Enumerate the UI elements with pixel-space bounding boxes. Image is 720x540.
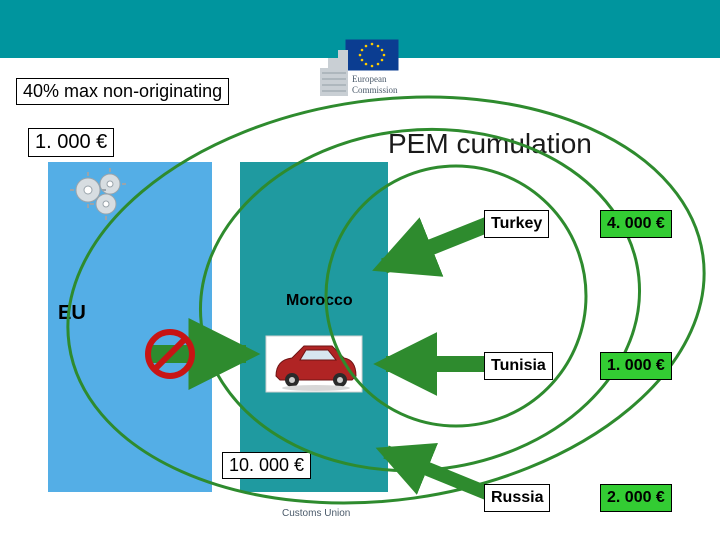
morocco-column [240, 162, 388, 492]
turkey-box: Turkey [484, 210, 549, 238]
diagram-title: PEM cumulation [388, 128, 592, 160]
tunisia-value: 1. 000 € [600, 352, 672, 380]
turkey-value: 4. 000 € [600, 210, 672, 238]
logo-caption-top: European [352, 74, 387, 84]
footer-label: Customs Union [282, 508, 350, 519]
russia-value: 2. 000 € [600, 484, 672, 512]
diagram-title-text: PEM cumulation [388, 128, 592, 159]
eu-label: EU [58, 302, 86, 325]
eu-column [48, 162, 212, 492]
morocco-label: Morocco [286, 292, 353, 310]
arrow-turkey-to-morocco [384, 222, 494, 266]
ec-logo-svg: European Commission [318, 38, 402, 98]
footer-label-text: Customs Union [282, 508, 350, 519]
eu-value-box: 1. 000 € [28, 128, 114, 157]
tunisia-box: Tunisia [484, 352, 553, 380]
eu-label-text: EU [58, 302, 86, 324]
morocco-label-text: Morocco [286, 292, 353, 309]
russia-label: Russia [491, 489, 543, 506]
morocco-value-box: 10. 000 € [222, 452, 311, 479]
morocco-value-text: 10. 000 € [229, 455, 304, 475]
russia-box: Russia [484, 484, 550, 512]
ec-logo: European Commission [318, 38, 402, 98]
arrow-russia-to-morocco [386, 452, 494, 496]
tunisia-label: Tunisia [491, 357, 546, 374]
rule-box: 40% max non-originating [16, 78, 229, 105]
turkey-label: Turkey [491, 215, 542, 232]
turkey-value-text: 4. 000 € [607, 215, 665, 232]
russia-value-text: 2. 000 € [607, 489, 665, 506]
eu-value-text: 1. 000 € [35, 131, 107, 153]
rule-text: 40% max non-originating [23, 81, 222, 101]
tunisia-value-text: 1. 000 € [607, 357, 665, 374]
logo-caption-bottom: Commission [352, 85, 398, 95]
diagram-stage: European Commission 40% max non-originat… [0, 0, 720, 540]
